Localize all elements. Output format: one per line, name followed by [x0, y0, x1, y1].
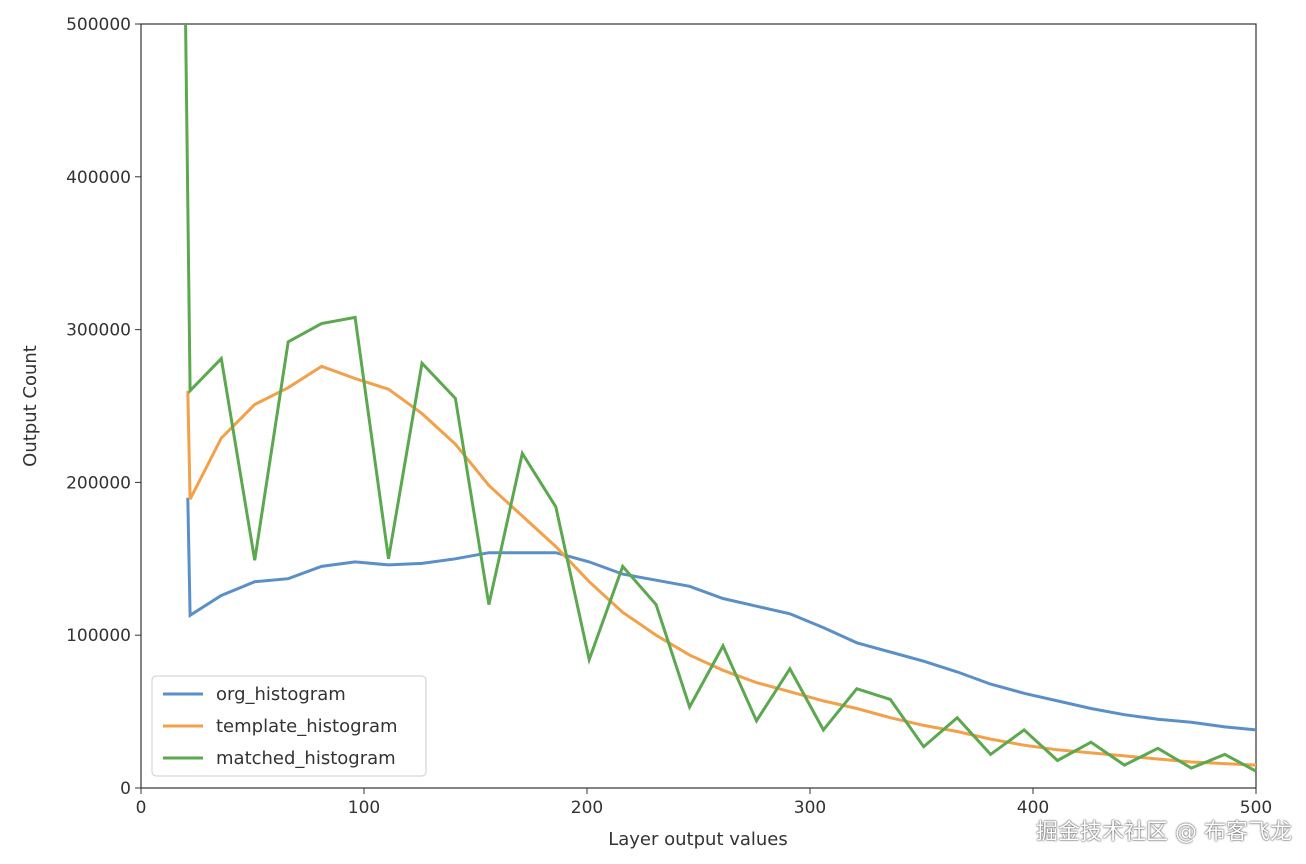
y-tick-label: 400000	[66, 168, 131, 188]
x-tick-label: 500	[1240, 798, 1272, 818]
x-tick-label: 0	[136, 798, 147, 818]
legend-box	[151, 675, 427, 777]
y-axis-label: Output Count	[20, 345, 41, 467]
y-tick-label: 0	[120, 779, 131, 799]
y-tick-label: 300000	[66, 321, 131, 341]
x-axis-label: Layer output values	[608, 829, 788, 850]
y-tick-label: 500000	[66, 15, 131, 35]
y-tick-label: 100000	[66, 626, 131, 646]
watermark-text: 掘金技术社区 @ 布客飞龙	[1036, 820, 1292, 845]
series-group	[184, 23, 1257, 773]
x-tick-label: 200	[571, 798, 603, 818]
plot-area	[140, 23, 1257, 789]
legend: org_histogram template_histogram matched_h…	[151, 675, 427, 777]
legend-label-template-histogram: template_histogram	[216, 716, 398, 737]
y-tick-label: 200000	[66, 473, 131, 493]
legend-label-org-histogram: org_histogram	[216, 684, 346, 705]
y-axis-ticks: 0 100000 200000 300000 400000 500000	[66, 15, 141, 799]
x-tick-label: 400	[1017, 798, 1049, 818]
legend-items: org_histogram template_histogram matched_h…	[163, 684, 398, 769]
series-line-matched-histogram	[184, 23, 1257, 773]
series-line-org-histogram	[186, 497, 1257, 732]
x-tick-label: 100	[348, 798, 380, 818]
x-axis-ticks: 0 100 200 300 400 500	[136, 788, 1272, 818]
plot-frame	[140, 23, 1257, 789]
legend-label-matched-histogram: matched_histogram	[216, 748, 396, 769]
x-tick-label: 300	[794, 798, 826, 818]
